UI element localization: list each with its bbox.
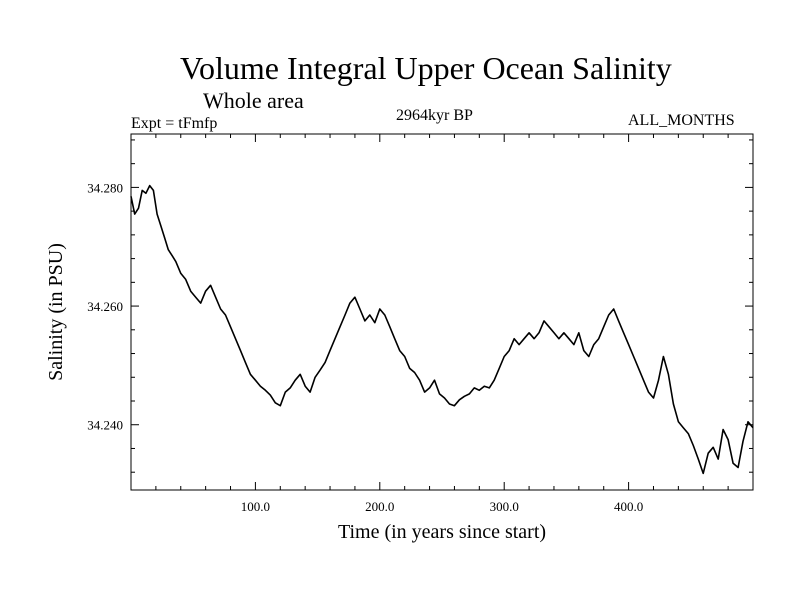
x-tick-label: 200.0 [365, 499, 394, 514]
x-tick-label: 100.0 [241, 499, 270, 514]
x-tick-label: 400.0 [614, 499, 643, 514]
x-tick-label: 300.0 [490, 499, 519, 514]
chart-subtitle: Whole area [203, 88, 304, 113]
plot-frame [130, 133, 754, 491]
y-tick-label: 34.260 [87, 299, 123, 314]
axis-ticks [131, 134, 753, 490]
axis-tick-labels: 100.0 200.0 300.0 400.0 34.240 34.260 34.280 [87, 180, 643, 514]
y-tick-label: 34.280 [87, 180, 123, 195]
experiment-label: Expt = tFmfp [131, 115, 218, 132]
period-label: 2964kyr BP [396, 107, 473, 124]
y-axis-title: Salinity (in PSU) [45, 243, 67, 381]
salinity-series-line [130, 184, 754, 475]
chart-title: Volume Integral Upper Ocean Salinity [180, 50, 672, 86]
y-tick-label: 34.240 [87, 418, 123, 433]
x-axis-title: Time (in years since start) [338, 521, 546, 543]
months-label: ALL_MONTHS [628, 112, 735, 129]
